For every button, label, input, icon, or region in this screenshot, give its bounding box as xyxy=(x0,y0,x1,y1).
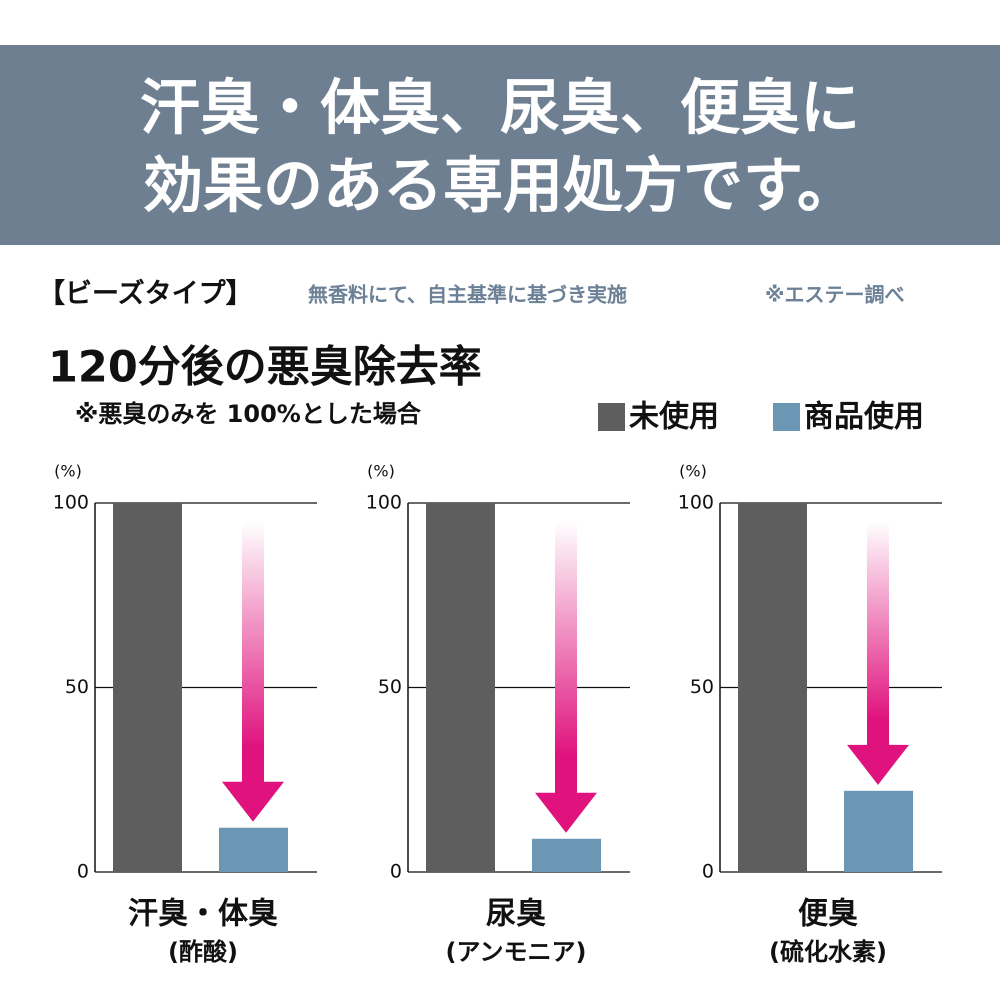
y-unit: (%) xyxy=(679,462,707,481)
reduction-arrow xyxy=(222,522,284,822)
bar xyxy=(532,838,601,872)
y-tick-label: 100 xyxy=(53,492,89,514)
reduction-arrow xyxy=(535,522,597,833)
legend-swatch xyxy=(773,403,800,431)
legend-swatch xyxy=(598,403,625,431)
x-sublabel: (硫化水素) xyxy=(769,938,887,966)
y-tick-label: 0 xyxy=(77,861,89,883)
bar xyxy=(426,503,495,872)
x-label: 尿臭 xyxy=(486,897,546,932)
bar xyxy=(113,503,182,872)
y-tick-label: 100 xyxy=(678,492,714,514)
y-unit: (%) xyxy=(367,462,395,481)
y-tick-label: 50 xyxy=(690,676,714,698)
note: 無香料にて、自主基準に基づき実施 xyxy=(308,283,627,307)
bar xyxy=(738,503,807,872)
header-line: 効果のある専用処方です。 xyxy=(143,152,857,222)
legend-label: 商品使用 xyxy=(804,400,924,435)
x-label: 便臭 xyxy=(798,897,858,932)
source: ※エステー調べ xyxy=(765,283,904,307)
y-unit: (%) xyxy=(54,462,82,481)
legend-label: 未使用 xyxy=(629,400,719,435)
y-tick-label: 0 xyxy=(390,861,402,883)
chart-subtitle: ※悪臭のみを 100%とした場合 xyxy=(75,400,422,428)
header-line: 汗臭・体臭、尿臭、便臭に xyxy=(140,74,860,144)
y-tick-label: 50 xyxy=(378,676,402,698)
x-label: 汗臭・体臭 xyxy=(128,897,278,932)
x-sublabel: (アンモニア) xyxy=(446,938,587,966)
bar xyxy=(219,827,288,872)
y-tick-label: 50 xyxy=(65,676,89,698)
x-sublabel: (酢酸) xyxy=(168,938,238,966)
y-tick-label: 100 xyxy=(366,492,402,514)
header-band xyxy=(0,45,1000,245)
chart-title: 120分後の悪臭除去率 xyxy=(48,343,482,393)
bar xyxy=(844,790,913,872)
reduction-arrow xyxy=(847,522,909,785)
y-tick-label: 0 xyxy=(702,861,714,883)
product-type: 【ビーズタイプ】 xyxy=(38,278,253,310)
